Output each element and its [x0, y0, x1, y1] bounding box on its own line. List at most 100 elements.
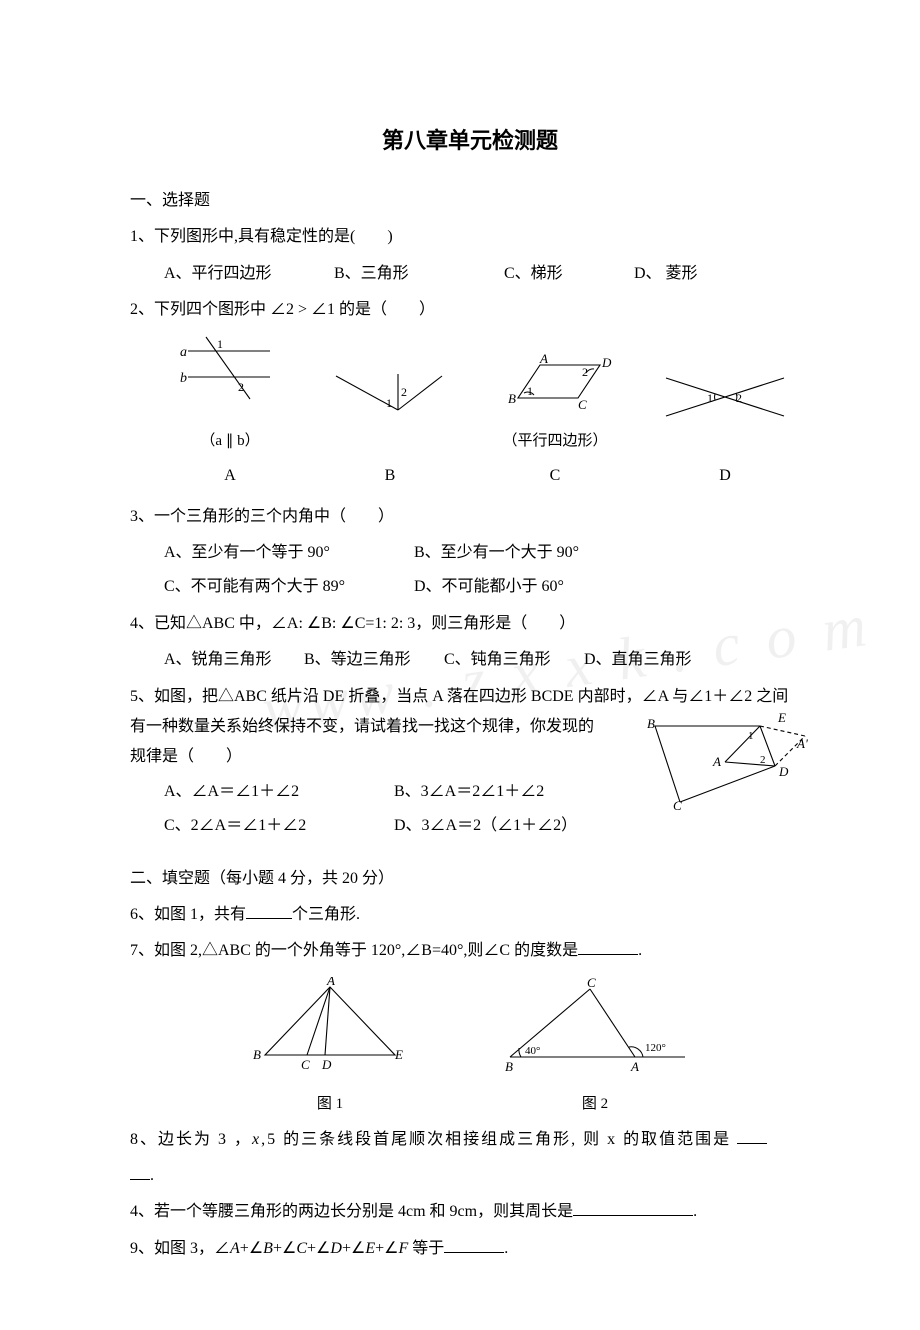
q2-fig-c: A D B C 2 1 （平行四边形）: [490, 353, 620, 455]
q9-blank[interactable]: [444, 1237, 504, 1253]
svg-text:C: C: [587, 977, 596, 990]
svg-text:A: A: [539, 353, 548, 366]
q8-blank-2[interactable]: [130, 1164, 150, 1180]
q6-pre: 6、如图 1，共有: [130, 906, 246, 923]
q7: 7、如图 2,△ABC 的一个外角等于 120°,∠B=40°,则∠C 的度数是…: [130, 936, 810, 966]
svg-text:B: B: [508, 391, 516, 406]
q5-opt-a: A、∠A＝∠1＋∠2: [164, 777, 394, 807]
q8-cont: .: [130, 1161, 810, 1191]
svg-text:D: D: [778, 764, 789, 779]
q1-opt-d: D、 菱形: [634, 259, 698, 289]
figure-2-caption: 图 2: [495, 1090, 695, 1119]
q3-opt-a: A、至少有一个等于 90°: [164, 538, 414, 568]
q2-fig-b: 2 1: [330, 366, 450, 455]
section-2-heading: 二、填空题（每小题 4 分，共 20 分）: [130, 864, 810, 894]
svg-text:A: A: [712, 754, 721, 769]
svg-text:C: C: [578, 397, 587, 412]
svg-text:2: 2: [760, 754, 766, 766]
q2-label-b: B: [330, 461, 450, 491]
q9: 9、如图 3，∠A+∠B+∠C+∠D+∠E+∠F 等于.: [130, 1234, 810, 1264]
svg-text:2: 2: [238, 380, 244, 394]
figure-2: C B A 40° 120° 图 2: [495, 977, 695, 1119]
q2-fig-d: 1 2: [660, 366, 790, 455]
q4-options: A、锐角三角形 B、等边三角形 C、钝角三角形 D、直角三角形: [130, 645, 810, 675]
q4-opt-c: C、钝角三角形: [444, 645, 584, 675]
q2-fig-d-svg: 1 2: [660, 366, 790, 426]
q5-options-row1: A、∠A＝∠1＋∠2 B、3∠A＝2∠1＋∠2: [130, 777, 635, 807]
q3-options-row1: A、至少有一个等于 90° B、至少有一个大于 90°: [130, 538, 810, 568]
svg-text:B: B: [647, 716, 655, 731]
q3-opt-b: B、至少有一个大于 90°: [414, 538, 579, 568]
figure-1: A B C D E 图 1: [245, 977, 415, 1119]
q5-line1: 5、如图，把△ABC 纸片沿 DE 折叠，当点 A 落在四边形 BCDE 内部时…: [130, 682, 810, 712]
svg-text:C: C: [301, 1057, 310, 1072]
svg-text:1: 1: [748, 730, 754, 742]
svg-text:b: b: [180, 371, 187, 386]
q8-post: .: [150, 1167, 154, 1184]
q8b-pre: 4、若一个等腰三角形的两边长分别是 4cm 和 9cm，则其周长是: [130, 1203, 573, 1220]
svg-text:1: 1: [527, 384, 533, 398]
q8b: 4、若一个等腰三角形的两边长分别是 4cm 和 9cm，则其周长是.: [130, 1197, 810, 1227]
q3-stem: 3、一个三角形的三个内角中（ ）: [130, 502, 810, 532]
q5-figure: B E A' D A C 1 2: [645, 712, 810, 823]
q6-post: 个三角形.: [292, 906, 360, 923]
figure-1-caption: 图 1: [245, 1090, 415, 1119]
svg-text:A: A: [326, 977, 335, 988]
svg-text:1: 1: [707, 391, 713, 405]
q1-options: A、平行四边形 B、三角形 C、梯形 D、 菱形: [130, 259, 810, 289]
q5-figure-svg: B E A' D A C 1 2: [645, 712, 810, 812]
q1-opt-b: B、三角形: [334, 259, 504, 289]
q5-options-row2: C、2∠A＝∠1＋∠2 D、3∠A＝2（∠1＋∠2）: [130, 811, 635, 841]
q2-fig-a: a b 1 2 （a ∥ b）: [170, 333, 290, 455]
q1-opt-a: A、平行四边形: [164, 259, 334, 289]
q8-blank-1[interactable]: [737, 1128, 767, 1144]
q6-blank[interactable]: [246, 903, 292, 919]
svg-text:D: D: [601, 355, 612, 370]
q4-opt-d: D、直角三角形: [584, 645, 692, 675]
q2-fig-c-caption: （平行四边形）: [490, 427, 620, 456]
svg-text:E: E: [777, 712, 786, 725]
q8-pre: 8、边长为 3 ，x,5 的三条线段首尾顺次相接组成三角形, 则 x 的取值范围…: [130, 1131, 737, 1148]
section-1-heading: 一、选择题: [130, 186, 810, 216]
svg-text:2: 2: [401, 385, 407, 399]
q7-pre: 7、如图 2,△ABC 的一个外角等于 120°,∠B=40°,则∠C 的度数是: [130, 942, 578, 959]
svg-text:C: C: [673, 798, 682, 812]
q1-stem: 1、下列图形中,具有稳定性的是( ): [130, 222, 810, 252]
q8b-post: .: [693, 1203, 697, 1220]
q2-fig-a-caption: （a ∥ b）: [170, 427, 290, 456]
q2-fig-c-svg: A D B C 2 1: [490, 353, 620, 413]
figure-2-svg: C B A 40° 120°: [495, 977, 695, 1077]
page: www . z x x k . c o m 第八章单元检测题 一、选择题 1、下…: [0, 0, 920, 1330]
q4-opt-b: B、等边三角形: [304, 645, 444, 675]
svg-text:B: B: [253, 1047, 261, 1062]
q6: 6、如图 1，共有 个三角形.: [130, 900, 810, 930]
q5-opt-d: D、3∠A＝2（∠1＋∠2）: [394, 811, 577, 841]
q3-options-row2: C、不可能有两个大于 89° D、不可能都小于 60°: [130, 572, 810, 602]
q8b-blank[interactable]: [573, 1200, 693, 1216]
svg-text:1: 1: [386, 396, 392, 410]
q4-stem: 4、已知△ABC 中，∠A: ∠B: ∠C=1: 2: 3，则三角形是（ ）: [130, 609, 810, 639]
q2-fig-a-svg: a b 1 2: [170, 333, 290, 413]
q9-post: .: [504, 1240, 508, 1257]
figure-1-svg: A B C D E: [245, 977, 415, 1077]
svg-text:1: 1: [217, 337, 223, 351]
q7-blank[interactable]: [578, 939, 638, 955]
fig-pair: A B C D E 图 1 C B A 40° 120°: [130, 977, 810, 1119]
page-title: 第八章单元检测题: [130, 120, 810, 162]
q2-label-d: D: [660, 461, 790, 491]
q5-opt-b: B、3∠A＝2∠1＋∠2: [394, 777, 544, 807]
q3-opt-c: C、不可能有两个大于 89°: [164, 572, 414, 602]
q2-labels: A B C D: [150, 461, 810, 491]
q4-opt-a: A、锐角三角形: [164, 645, 304, 675]
svg-text:A: A: [630, 1059, 639, 1074]
svg-text:E: E: [394, 1047, 403, 1062]
svg-text:A': A': [796, 736, 808, 751]
q5: 5、如图，把△ABC 纸片沿 DE 折叠，当点 A 落在四边形 BCDE 内部时…: [130, 682, 810, 846]
q2-fig-b-svg: 2 1: [330, 366, 450, 426]
q2-label-a: A: [170, 461, 290, 491]
svg-text:D: D: [321, 1057, 332, 1072]
q7-post: .: [638, 942, 642, 959]
svg-text:40°: 40°: [525, 1045, 540, 1057]
q3-opt-d: D、不可能都小于 60°: [414, 572, 564, 602]
svg-text:120°: 120°: [645, 1042, 666, 1054]
